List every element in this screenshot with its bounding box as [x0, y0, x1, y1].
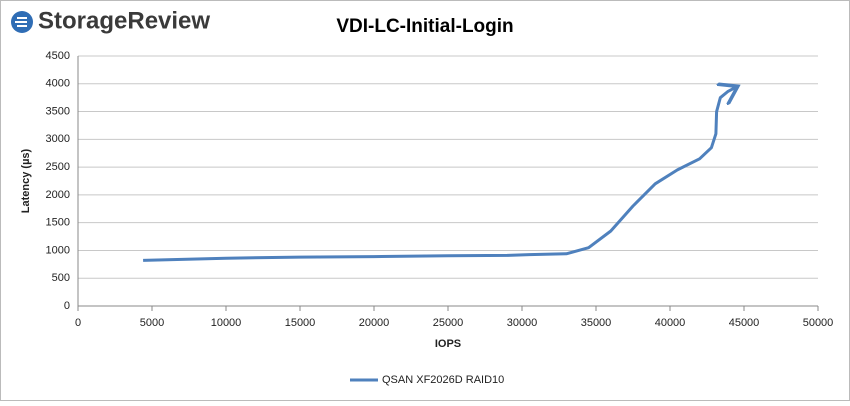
y-tick-label: 2500	[46, 161, 70, 173]
y-tick-label: 1000	[46, 244, 70, 256]
y-tick-label: 4500	[46, 50, 70, 62]
x-tick-label: 25000	[433, 317, 464, 329]
y-tick-label: 500	[52, 272, 70, 284]
x-tick-label: 45000	[729, 317, 760, 329]
y-axis-label: Latency (µs)	[20, 148, 32, 213]
x-tick-label: 35000	[581, 317, 612, 329]
x-tick-label: 15000	[285, 317, 316, 329]
y-tick-label: 3500	[46, 105, 70, 117]
y-tick-label: 0	[64, 300, 70, 312]
y-tick-label: 2000	[46, 189, 70, 201]
x-tick-label: 0	[75, 317, 81, 329]
y-tick-label: 4000	[46, 78, 70, 90]
x-tick-label: 30000	[507, 317, 538, 329]
x-tick-label: 10000	[211, 317, 242, 329]
y-tick-label: 3000	[46, 133, 70, 145]
y-tick-label: 1500	[46, 217, 70, 229]
x-tick-label: 50000	[803, 317, 834, 329]
x-axis-label: IOPS	[435, 338, 461, 350]
x-tick-label: 40000	[655, 317, 686, 329]
x-tick-label: 5000	[140, 317, 164, 329]
chart-title: VDI-LC-Initial-Login	[336, 16, 513, 37]
logo-text: StorageReview	[38, 7, 210, 34]
logo-icon	[11, 11, 33, 33]
series-line	[143, 88, 735, 262]
x-tick-label: 20000	[359, 317, 390, 329]
legend-label: QSAN XF2026D RAID10	[382, 374, 504, 386]
